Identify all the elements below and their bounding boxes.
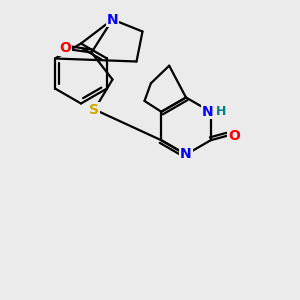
Text: S: S (89, 103, 100, 116)
Text: N: N (107, 13, 118, 26)
Text: H: H (216, 105, 226, 118)
Text: O: O (59, 41, 71, 55)
Text: O: O (228, 129, 240, 143)
Text: N: N (202, 105, 214, 119)
Text: N: N (180, 148, 192, 161)
